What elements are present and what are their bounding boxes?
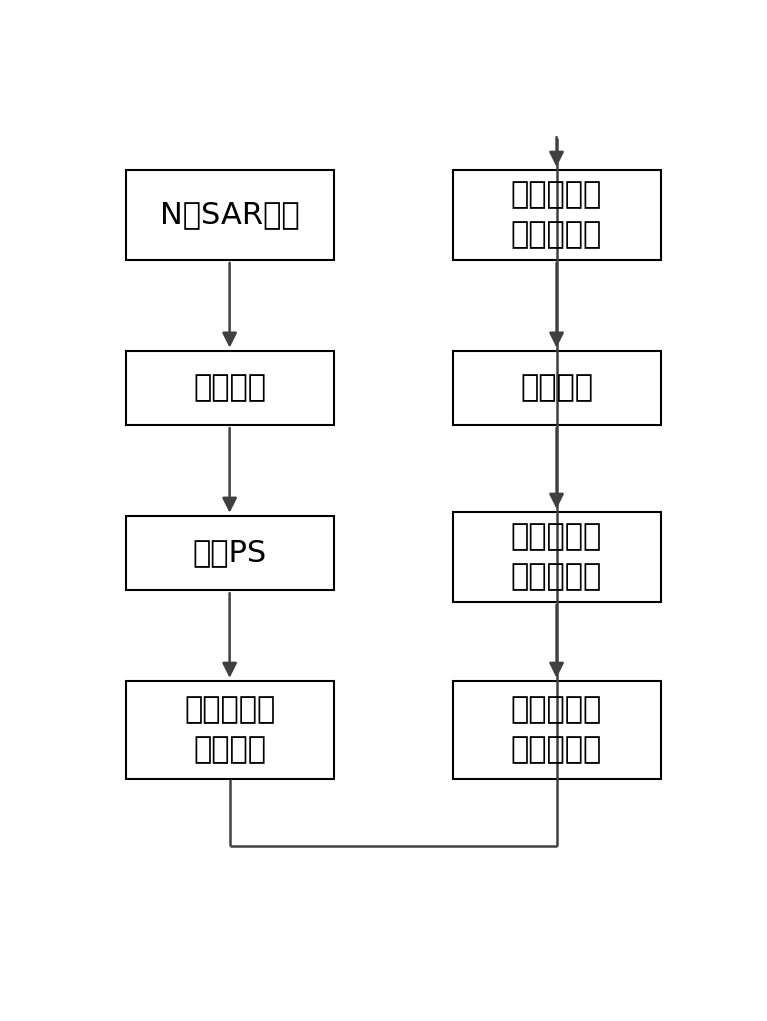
Bar: [126, 681, 334, 779]
Text: 提取PS: 提取PS: [193, 538, 267, 568]
Text: 单主影像干
涉图生成: 单主影像干 涉图生成: [184, 695, 275, 765]
Text: 去平地相位
与地形相位: 去平地相位 与地形相位: [511, 180, 602, 250]
Text: 基线估计: 基线估计: [520, 374, 593, 402]
Bar: [126, 516, 334, 590]
Bar: [453, 512, 660, 602]
Bar: [453, 169, 660, 260]
Text: 大气与非线
性形变求解: 大气与非线 性形变求解: [511, 695, 602, 765]
Bar: [126, 169, 334, 260]
Bar: [126, 350, 334, 425]
Bar: [453, 350, 660, 425]
Bar: [453, 681, 660, 779]
Text: N幅SAR影像: N幅SAR影像: [160, 200, 299, 230]
Text: 二维回归求
形变与高程: 二维回归求 形变与高程: [511, 522, 602, 591]
Text: 影像配准: 影像配准: [193, 374, 266, 402]
